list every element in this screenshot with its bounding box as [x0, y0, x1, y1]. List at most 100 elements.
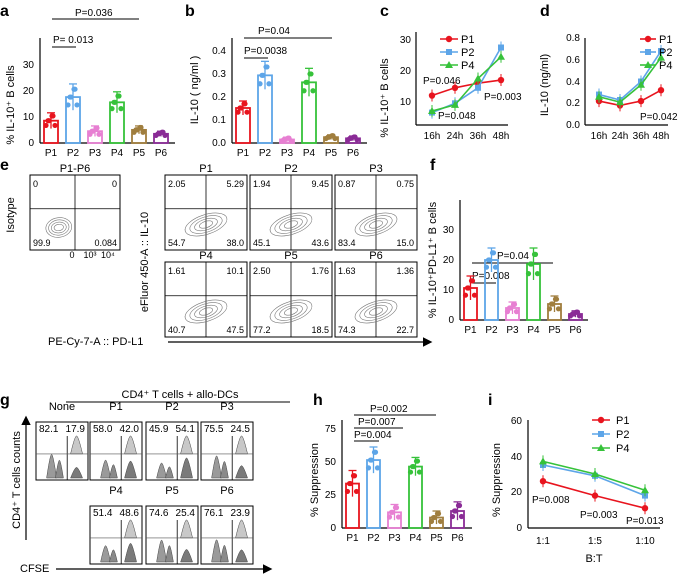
data-point-p4 [641, 486, 649, 494]
data-point [118, 106, 124, 112]
panel-b-ytick: 0.0 [212, 138, 226, 149]
data-point-p1 [539, 478, 547, 485]
histogram-left-value: 51.4 [93, 508, 113, 519]
quadrant-value-ll: 40.7 [168, 325, 186, 335]
data-point [506, 305, 513, 311]
data-point-p1 [497, 76, 505, 84]
series-line-p2 [598, 50, 662, 101]
quadrant-value-lr: 0.084 [94, 238, 117, 248]
histogram-title: None [49, 401, 75, 413]
data-point-p1 [657, 87, 665, 94]
panel-b-ytick: 0.4 [212, 46, 226, 57]
panel-c-series [428, 41, 505, 119]
data-point [569, 311, 576, 317]
histogram-title: P6 [220, 485, 233, 497]
panel-c-pvalue: P=0.048 [438, 111, 476, 122]
quadrant-value-ul: 0 [33, 179, 38, 189]
panel-label-e: e [0, 157, 9, 174]
cfse-histogram-p4: P4 51.4 48.6 [89, 485, 143, 565]
panel-f-ytick: 20 [443, 255, 455, 266]
data-point [527, 261, 534, 267]
data-point-p2 [658, 48, 664, 55]
histogram-right-value: 54.1 [176, 424, 196, 435]
quadrant-value-ul: 1.94 [253, 179, 271, 189]
panel-c-pvalue: P=0.046 [423, 76, 461, 87]
data-point [416, 469, 423, 475]
data-point [259, 72, 265, 78]
data-point [347, 135, 353, 141]
x-tick-label: P3 [506, 325, 519, 336]
data-point [409, 463, 416, 470]
panel-g: g CD4⁺ T cells + allo-DCs CD4⁺ T cells c… [0, 389, 290, 575]
data-point [50, 113, 56, 119]
panel-d-ytick: 0.4 [566, 77, 580, 88]
panel-c-xtick: 36h [470, 131, 487, 142]
data-point [94, 125, 100, 131]
flow-plot-p5: P5 2.50 1.76 77.2 18.5 [249, 250, 333, 338]
flow-plot-title: P1 [199, 163, 212, 175]
panel-d-series [595, 45, 665, 112]
data-point [237, 105, 243, 111]
panel-f-ytick: 10 [443, 285, 455, 296]
data-point [244, 109, 250, 115]
data-point [45, 118, 51, 124]
panel-d-ytick: 0.0 [566, 120, 580, 131]
histogram-title: P2 [165, 401, 178, 413]
data-point-p4 [497, 52, 505, 60]
panel-label-c: c [380, 3, 389, 20]
data-point [374, 465, 381, 471]
x-tick-label: P6 [451, 533, 464, 544]
data-point-p4 [428, 107, 436, 115]
data-point [266, 81, 272, 87]
legend-label-p4: P4 [659, 60, 672, 72]
legend-label-p1: P1 [616, 415, 629, 427]
x-tick-label: P6 [155, 148, 168, 159]
panel-i-pvalue: P=0.003 [580, 510, 618, 521]
quadrant-value-ur: 9.45 [311, 179, 329, 189]
x-tick-label: P2 [67, 148, 80, 159]
data-point [458, 513, 465, 520]
panel-c-ytick: 30 [400, 35, 412, 46]
x-tick-label: P5 [548, 325, 561, 336]
data-point [325, 134, 331, 140]
data-point [483, 264, 490, 270]
histogram-title: P5 [165, 485, 178, 497]
data-point [43, 122, 49, 129]
histogram-left-value: 75.5 [204, 424, 224, 435]
flow-plot-title: P2 [284, 163, 297, 175]
panel-e-flow-plots: P1-P6 0 0 99.9 0.084 P1 2.05 5.29 54.7 38.0 P2 1.94… [29, 163, 418, 338]
panel-h-ytick: 25 [325, 490, 337, 501]
panel-g-histograms: None 82.1 17.9 P1 58.0 42.0 P2 45.9 54.1 P3 75.5 24… [35, 401, 254, 565]
panel-g-header: CD4⁺ T cells + allo-DCs [122, 389, 239, 401]
data-point [388, 509, 395, 515]
panel-a-ytick: 10 [23, 112, 35, 123]
x-tick-label: P3 [89, 148, 102, 159]
data-point [492, 264, 499, 270]
histogram-title: P4 [109, 485, 122, 497]
legend-label-p2: P2 [616, 429, 629, 441]
panel-f-pvalue: P=0.04 [497, 251, 529, 262]
panel-b-bars: P1 P2 P3 P4 P5 P6 [235, 60, 361, 159]
panel-d-pvalue: P=0.042 [640, 112, 678, 123]
data-point [435, 511, 442, 517]
quadrant-value-ur: 0.75 [396, 179, 414, 189]
flow-plot-p4: P4 1.61 10.1 40.7 47.5 [164, 250, 248, 338]
quadrant-value-lr: 47.5 [226, 325, 244, 335]
histogram-right-value: 24.5 [231, 424, 251, 435]
panel-d-xtick: 48h [653, 131, 670, 142]
x-tick-label: P1 [237, 148, 250, 159]
x-tick-label: P3 [281, 148, 294, 159]
data-point [96, 131, 102, 137]
flow-plot-title: P5 [284, 250, 297, 262]
panel-d-legend: P1 P2 P4 [640, 34, 672, 72]
panel-g-xlabel: CFSE [20, 563, 49, 575]
panel-b-ytick: 0.1 [212, 115, 226, 126]
data-point-p4 [451, 100, 459, 108]
data-point [109, 106, 115, 112]
panel-h-bars: P1 P2 P3 P4 P5 P6 [344, 446, 465, 544]
data-point [511, 301, 518, 307]
panel-c-pvalue: P=0.003 [484, 92, 522, 103]
data-point-p4 [595, 92, 603, 100]
data-point [395, 514, 402, 520]
quadrant-value-lr: 18.5 [311, 325, 329, 335]
